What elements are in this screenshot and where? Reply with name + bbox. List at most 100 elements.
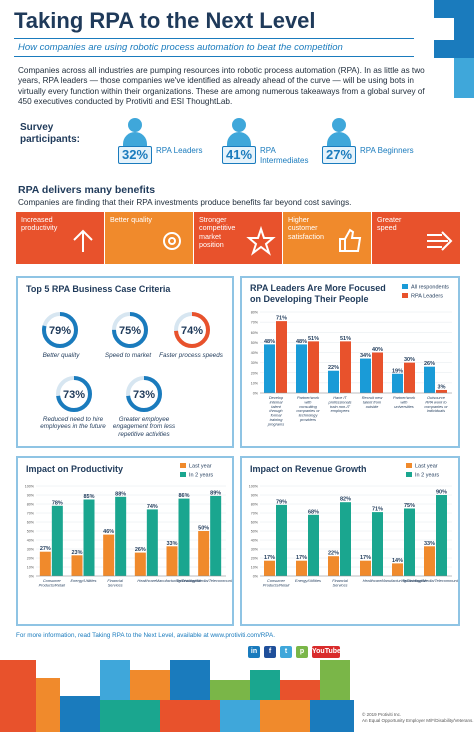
criteria-value: 75% (119, 325, 141, 337)
revenue-chart: 0% 10% 20% 30% 40% 50% 60% 70% 80% 90% 100% 17% 79% C… (249, 463, 458, 587)
tick-label: 70% (27, 512, 35, 516)
bar (360, 358, 371, 393)
criteria-title: Top 5 RPA Business Case Criteria (26, 284, 171, 294)
benefits-subheading: Companies are finding that their RPA inv… (18, 198, 352, 207)
bar (51, 505, 63, 576)
protiviti-icon: p (296, 646, 308, 658)
twitter-icon: t (280, 646, 292, 658)
category-label: Energy/Utilities (71, 578, 97, 583)
legend-swatch (180, 472, 186, 477)
gear-icon (163, 232, 181, 250)
data-label: 14% (392, 558, 403, 564)
participant-pct: 41% (222, 146, 256, 164)
category-label: Partner/work with consulting companies or te… (296, 395, 320, 422)
data-label: 71% (372, 507, 383, 513)
tick-label: 50% (251, 530, 259, 534)
benefit-label: Greater speed (377, 215, 402, 233)
bar (436, 495, 447, 576)
tick-label: 50% (27, 530, 35, 534)
tick-label: 80% (251, 503, 259, 507)
data-label: 82% (340, 497, 351, 503)
bar (178, 498, 190, 576)
participant-label: RPA Leaders (156, 146, 203, 155)
productivity-chart-title: Impact on Productivity (26, 464, 124, 474)
data-label: 79% (276, 499, 287, 505)
benefit-box: Greater speed (372, 212, 460, 264)
data-label: 33% (424, 541, 435, 547)
revenue-chart-title: Impact on Revenue Growth (250, 464, 367, 474)
category-label: Healthcare (137, 578, 157, 583)
tick-label: 100% (249, 485, 259, 489)
data-label: 89% (210, 490, 221, 496)
tick-label: 60% (251, 331, 259, 335)
category-label: Have IT professionals train non-IT employee… (328, 395, 352, 413)
data-label: 22% (328, 365, 339, 371)
category-label: Financial Services (332, 578, 348, 587)
criteria-label: Reduced need to hire employees in the fu… (40, 416, 106, 431)
tetris-decoration-top (434, 0, 474, 98)
tick-label: 80% (251, 311, 259, 315)
thumbs-up-icon (339, 228, 362, 252)
bar (424, 366, 435, 393)
legend-label: In 2 years (415, 473, 439, 479)
legend-label: In 2 years (189, 473, 213, 479)
linkedin-icon: in (248, 646, 260, 658)
page-subtitle: How companies are using robotic process … (18, 42, 343, 53)
person-icon (332, 118, 346, 132)
bar (71, 555, 83, 576)
category-label: Partner/work with universities (393, 395, 416, 409)
category-label: Technology/Media/Telecommunications (402, 578, 458, 583)
bar (134, 552, 146, 576)
people-chart: 0% 10% 20% 30% 40% 50% 60% 70% 80% 48% 71% Develop i… (251, 284, 452, 426)
data-label: 75% (404, 503, 415, 509)
intro-text: Companies across all industries are pump… (18, 66, 425, 106)
tick-label: 70% (251, 321, 259, 325)
data-label: 26% (135, 547, 146, 553)
tick-label: 70% (251, 512, 259, 516)
data-label: 71% (276, 316, 287, 322)
productivity-chart: 0% 10% 20% 30% 40% 50% 60% 70% 80% 90% 100% 27% 78% C… (25, 463, 232, 587)
benefit-label: Higher customer satisfaction (288, 215, 324, 241)
participant-intermediates: 41% RPA Intermediates (222, 118, 322, 166)
facebook-icon: f (264, 646, 276, 658)
data-label: 86% (178, 493, 189, 499)
bar (198, 531, 210, 576)
participant-pct: 27% (322, 146, 356, 164)
data-label: 30% (404, 357, 415, 363)
bar (264, 560, 275, 576)
tick-label: 60% (27, 521, 35, 525)
data-label: 74% (147, 504, 158, 510)
data-label: 88% (115, 491, 126, 497)
tick-label: 40% (251, 351, 259, 355)
bar (103, 534, 115, 576)
person-icon (128, 118, 142, 132)
survey-heading: Survey participants: (20, 122, 81, 145)
bar (404, 362, 415, 393)
bar (360, 560, 371, 576)
tick-label: 0% (29, 575, 35, 579)
bar (404, 508, 415, 576)
category-label: Develop internal talent through formal traini… (267, 395, 284, 426)
data-label: 23% (71, 550, 82, 556)
category-label: Consumer Products/Retail (39, 578, 66, 587)
tick-label: 90% (27, 494, 35, 498)
bar (276, 321, 287, 393)
legend-label: RPA Leaders (411, 294, 443, 300)
legend-label: All respondents (411, 285, 449, 291)
bar (210, 495, 222, 576)
bar (296, 560, 307, 576)
tick-label: 40% (251, 539, 259, 543)
category-label: Energy/Utilities (295, 578, 321, 583)
criteria-ring: 74% (174, 312, 210, 348)
benefit-label: Increased productivity (21, 215, 58, 233)
criteria-label: Greater employee engagement from less re… (112, 416, 176, 438)
bar (276, 504, 287, 576)
tick-label: 60% (251, 521, 259, 525)
participant-pct: 32% (118, 146, 152, 164)
data-label: 48% (264, 339, 275, 345)
category-label: Recruit new talent from outside (362, 395, 384, 409)
bar (340, 341, 351, 393)
legend-swatch (402, 293, 408, 298)
criteria-label: Faster process speeds (159, 352, 223, 359)
data-label: 19% (392, 368, 403, 374)
